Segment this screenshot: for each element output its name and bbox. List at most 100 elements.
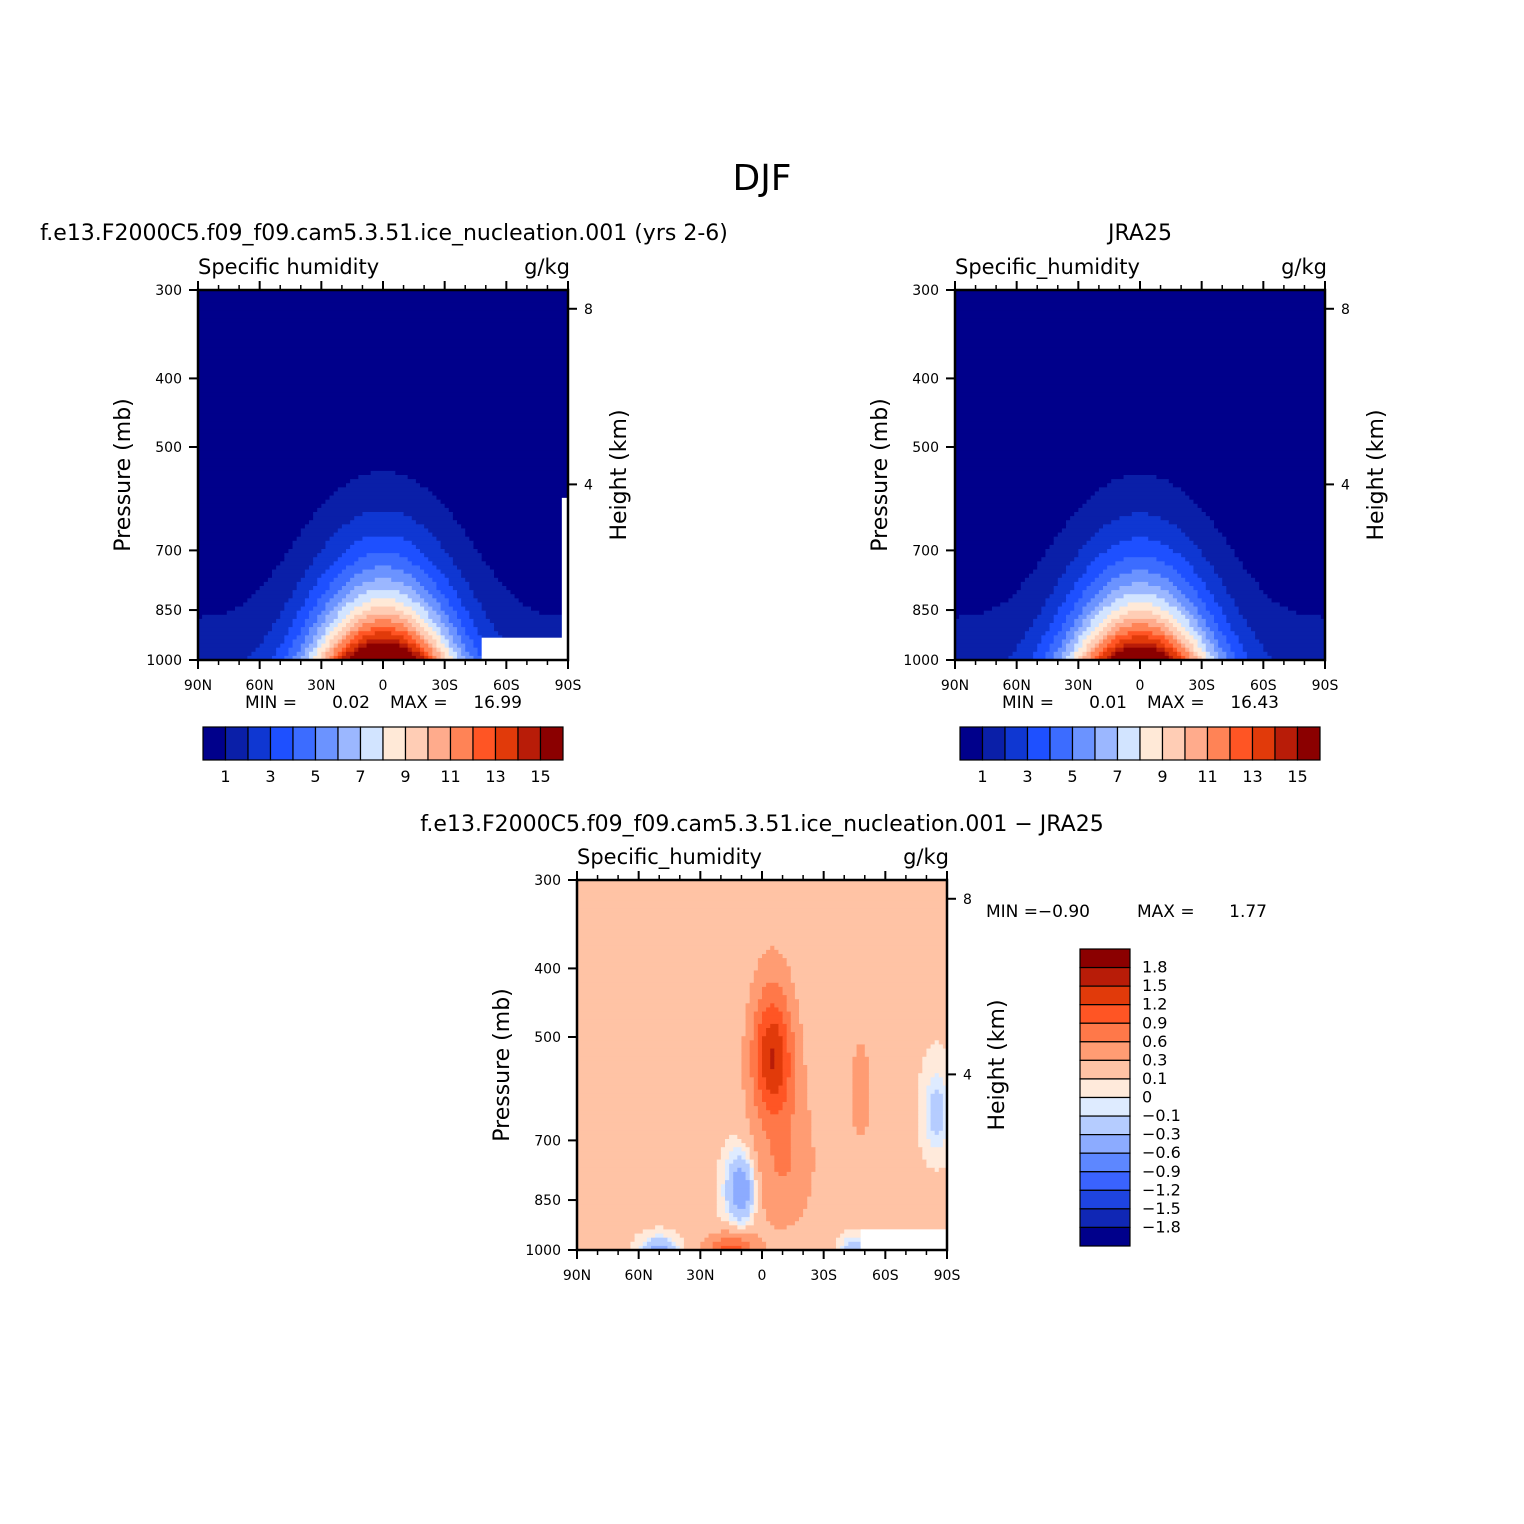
model-cell (317, 602, 327, 608)
model-cell (198, 520, 310, 525)
diff-cell (868, 1118, 919, 1124)
model-cell (346, 483, 421, 488)
diff-cell (646, 1237, 652, 1243)
obs-cell (1185, 614, 1195, 620)
diff-cell (794, 1221, 948, 1226)
diff-cell (864, 1126, 919, 1132)
model-cell (395, 598, 413, 604)
diff-cell (716, 1188, 722, 1194)
obs-cell (955, 306, 1326, 312)
diff-ytick-label: 1000 (525, 1243, 561, 1259)
obs-cell (1189, 536, 1227, 542)
model-cell (448, 651, 458, 657)
model-cell (469, 651, 479, 657)
obs-cell (1156, 647, 1166, 653)
model-cell (304, 602, 318, 608)
model-cell (346, 565, 376, 571)
obs-cell (1156, 475, 1326, 480)
diff-cell (708, 1233, 759, 1239)
model-cell (198, 405, 569, 410)
obs-ytick-label: 500 (912, 440, 939, 456)
diff-cell (926, 1130, 936, 1136)
diff-cell (794, 986, 948, 992)
model-cell (444, 503, 569, 509)
model-cell (420, 643, 429, 649)
diff-cell (667, 1245, 677, 1251)
diff-cell (733, 1180, 751, 1185)
model-cell (350, 631, 359, 636)
diff-cell (577, 1159, 718, 1165)
obs-cell (1008, 655, 1034, 661)
model-colorbar-box (539, 726, 564, 761)
model-cell (198, 512, 314, 517)
diff-cell (918, 1081, 932, 1087)
model-cell (292, 590, 310, 595)
obs-cell (955, 483, 1108, 488)
diff-cell (844, 1229, 866, 1235)
diff-colorbar-label: −0.9 (1142, 1162, 1181, 1181)
model-cell (296, 581, 318, 587)
model-cell (370, 627, 396, 632)
diff-cell (753, 1213, 767, 1218)
obs-cell (1168, 639, 1178, 645)
diff-cell (725, 1163, 730, 1169)
diff-cell (790, 1073, 796, 1078)
diff-cell (577, 1093, 747, 1099)
diff-cell (577, 1147, 722, 1152)
diff-cell (868, 1122, 919, 1128)
diff-cell (577, 954, 763, 959)
obs-cell (1086, 586, 1104, 591)
diff-cell (716, 1176, 726, 1181)
diff-cell (762, 995, 788, 1000)
diff-cell (757, 1023, 771, 1029)
model-cell (198, 532, 302, 538)
diff-cell (786, 1081, 796, 1087)
diff-cell (766, 1085, 780, 1091)
model-cell (346, 614, 355, 620)
obs-cell (1074, 635, 1079, 641)
obs-colorbar-box (1071, 726, 1096, 761)
obs-cell (1164, 623, 1174, 628)
model-cell (415, 544, 442, 550)
obs-cell (1263, 647, 1326, 653)
diff-cell (577, 933, 948, 939)
diff-cell (840, 1245, 845, 1251)
diff-cell (577, 1032, 747, 1037)
obs-cell (1098, 623, 1108, 628)
model-cell (198, 528, 302, 534)
model-cell (329, 536, 364, 542)
obs-cell (1218, 655, 1227, 661)
obs-cell (1111, 618, 1125, 624)
obs-cell (1222, 647, 1232, 653)
model-units-label: g/kg (524, 255, 570, 279)
obs-cell (955, 503, 1084, 509)
obs-cell (1209, 516, 1326, 521)
model-cell (313, 655, 322, 661)
diff-cell (757, 1188, 763, 1194)
obs-cell (1246, 569, 1326, 575)
obs-cell (1098, 655, 1108, 661)
obs-cell (1103, 627, 1112, 632)
diff-cell (799, 1217, 948, 1222)
diff-cell (729, 1208, 751, 1214)
model-cell (313, 635, 322, 641)
diff-cell (753, 1081, 759, 1087)
model-cell (465, 631, 479, 636)
diff-cell (762, 1097, 788, 1103)
model-cell (461, 569, 495, 575)
diff-cell (807, 1081, 854, 1087)
model-cell (198, 627, 273, 632)
diff-cell (577, 1110, 747, 1115)
diff-cell (757, 966, 792, 972)
diff-cell (762, 1093, 788, 1099)
diff-cell (868, 1102, 919, 1107)
diff-cell (934, 1089, 940, 1095)
model-cell (198, 442, 569, 447)
model-cell (325, 627, 335, 632)
diff-cell (852, 1093, 870, 1099)
diff-cell (807, 1204, 948, 1210)
model-cell (325, 602, 339, 608)
diff-cell (790, 1163, 817, 1169)
obs-cell (1090, 631, 1100, 636)
diff-xtick-label: 90S (934, 1268, 961, 1284)
